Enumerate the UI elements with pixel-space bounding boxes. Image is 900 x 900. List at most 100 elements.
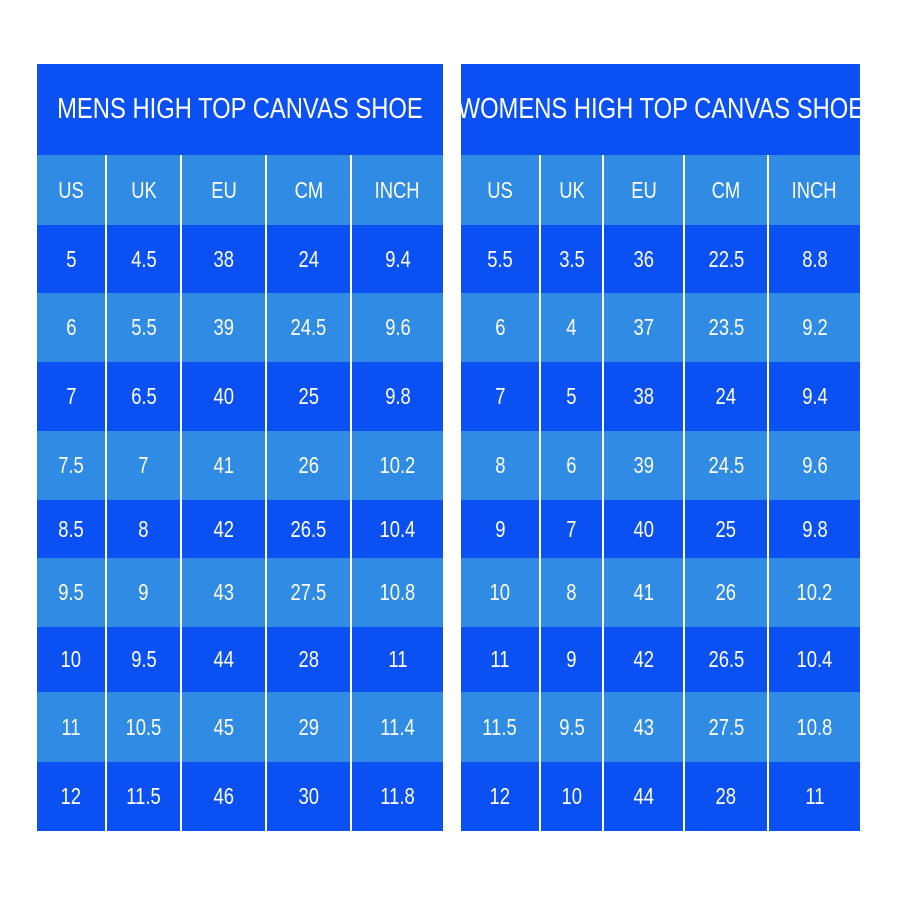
table-cell: 10.8: [767, 692, 860, 762]
table-cell: 7: [105, 431, 180, 500]
cell-text: 11.5: [126, 783, 161, 809]
table-row: 6 4 37 23.5 9.2: [461, 293, 860, 362]
table-row: 7 6.5 40 25 9.8: [37, 362, 443, 431]
table-cell: 9.5: [105, 627, 180, 692]
table-cell: 8: [461, 431, 539, 500]
cell-text: US: [487, 176, 513, 203]
cell-text: 12: [60, 783, 82, 809]
table-cell: 41: [602, 558, 683, 627]
cell-text: EU: [630, 176, 657, 203]
table-title-text: MENS HIGH TOP CANVAS SHOE: [57, 93, 423, 125]
cell-text: 6.5: [130, 383, 157, 409]
cell-text: 11.4: [380, 713, 415, 740]
table-cell: 25: [683, 500, 767, 558]
table-cell: 11.8: [350, 762, 443, 831]
table-cell: 11: [350, 627, 443, 692]
cell-text: 42: [213, 515, 234, 542]
table-cell: 9.8: [350, 362, 443, 431]
column-header: CM: [265, 155, 350, 225]
table-cell: 8.5: [37, 500, 105, 558]
table-row: 10 9.5 44 28 11: [37, 627, 443, 692]
table-cell: 6.5: [105, 362, 180, 431]
table-cell: 22.5: [683, 225, 767, 293]
cell-text: 8.8: [801, 245, 828, 272]
column-header: EU: [180, 155, 265, 225]
cell-text: 27.5: [708, 713, 744, 740]
table-cell: 40: [602, 500, 683, 558]
cell-text: 11: [490, 646, 510, 672]
cell-text: 11.8: [380, 783, 415, 809]
table-title: MENS HIGH TOP CANVAS SHOE: [37, 64, 443, 155]
table-cell: 10.2: [767, 558, 860, 627]
table-cell: 9.8: [767, 500, 860, 558]
table-cell: 45: [180, 692, 265, 762]
cell-text: 9.4: [801, 383, 828, 409]
table-cell: 7: [461, 362, 539, 431]
cell-text: 11.5: [482, 713, 518, 740]
cell-text: 10.8: [796, 713, 833, 740]
cell-text: 23.5: [708, 314, 744, 340]
table-cell: 5.5: [461, 225, 539, 293]
table-row: 11 10.5 45 29 11.4: [37, 692, 443, 762]
table-cell: 11.5: [461, 692, 539, 762]
table-cell: 44: [180, 627, 265, 692]
table-cell: 10.8: [350, 558, 443, 627]
cell-text: 43: [213, 579, 234, 605]
cell-text: CM: [711, 176, 741, 203]
cell-text: 10: [60, 646, 82, 672]
mens-size-table: MENS HIGH TOP CANVAS SHOE US UK EU CM INCH 5 4.…: [37, 64, 443, 831]
table-cell: 24: [683, 362, 767, 431]
table-row: 9.5 9 43 27.5 10.8: [37, 558, 443, 627]
cell-text: 10.2: [796, 579, 833, 605]
cell-text: 11: [61, 713, 81, 740]
table-row: 7.5 7 41 26 10.2: [37, 431, 443, 500]
cell-text: 7: [65, 383, 77, 409]
cell-text: 9.4: [384, 245, 411, 272]
cell-text: 9.8: [801, 515, 828, 542]
table-cell: 43: [602, 692, 683, 762]
cell-text: 9.6: [801, 452, 828, 478]
cell-text: 37: [633, 314, 654, 340]
table-cell: 29: [265, 692, 350, 762]
cell-text: 10.8: [379, 579, 416, 605]
table-cell: 6: [461, 293, 539, 362]
cell-text: 5.5: [487, 245, 513, 272]
table-cell: 38: [602, 362, 683, 431]
cell-text: 40: [213, 383, 234, 409]
cell-text: 30: [298, 783, 319, 809]
cell-text: INCH: [791, 176, 837, 203]
table-cell: 10.4: [350, 500, 443, 558]
cell-text: 8: [494, 452, 506, 478]
table-row: 9 7 40 25 9.8: [461, 500, 860, 558]
column-header: US: [37, 155, 105, 225]
cell-text: 40: [633, 515, 654, 542]
cell-text: 44: [213, 646, 234, 672]
table-cell: 9.6: [767, 431, 860, 500]
cell-text: 9.6: [384, 314, 411, 340]
cell-text: UK: [558, 176, 585, 203]
cell-text: 29: [298, 713, 319, 740]
table-cell: 9.6: [350, 293, 443, 362]
cell-text: 24: [715, 383, 737, 409]
table-cell: 11: [37, 692, 105, 762]
cell-text: 9.5: [558, 713, 585, 740]
table-cell: 27.5: [265, 558, 350, 627]
cell-text: 26.5: [290, 515, 327, 542]
table-cell: 41: [180, 431, 265, 500]
cell-text: 9.8: [384, 383, 411, 409]
cell-text: INCH: [374, 176, 420, 203]
table-cell: 11.4: [350, 692, 443, 762]
cell-text: CM: [294, 176, 323, 203]
cell-text: 28: [298, 646, 319, 672]
cell-text: 9.5: [58, 579, 84, 605]
womens-size-table: WOMENS HIGH TOP CANVAS SHOE US UK EU CM INCH 5…: [457, 64, 864, 831]
table-cell: 8: [105, 500, 180, 558]
cell-text: 25: [715, 515, 737, 542]
column-header: CM: [683, 155, 767, 225]
cell-text: 26: [715, 579, 737, 605]
table-cell: 8.8: [767, 225, 860, 293]
cell-text: 10.4: [796, 646, 833, 672]
cell-text: 36: [633, 245, 654, 272]
header-row: US UK EU CM INCH: [37, 155, 443, 225]
cell-text: 8.5: [58, 515, 84, 542]
